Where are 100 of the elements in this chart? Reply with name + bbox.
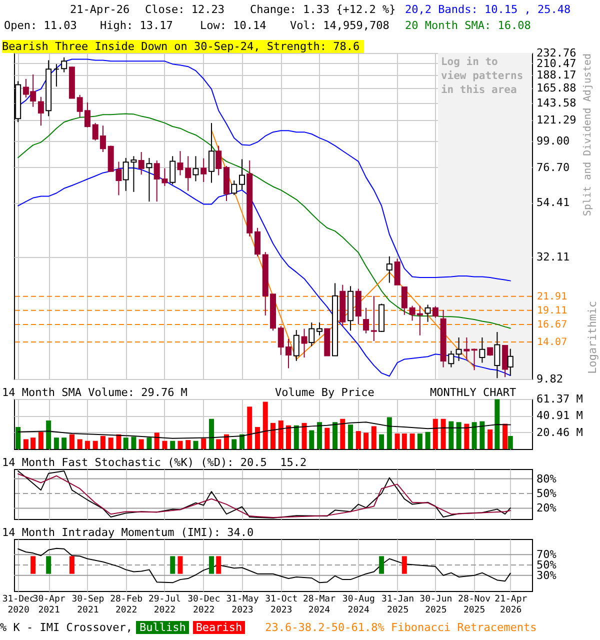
- candlestick: [170, 156, 176, 185]
- y-tick-label: 70%: [536, 548, 557, 562]
- x-tick-label: 30-Apr 2021: [32, 594, 66, 616]
- bar: [294, 425, 299, 449]
- candlestick: [507, 348, 514, 376]
- candlestick: [293, 330, 300, 362]
- text: High: 13.17: [100, 19, 173, 32]
- candlestick: [216, 145, 222, 176]
- y-tick-label: 188.17: [536, 68, 576, 82]
- bar: [30, 438, 36, 449]
- bar: [154, 432, 160, 449]
- text: Open: 11.03: [4, 19, 77, 32]
- candlestick: [456, 336, 462, 362]
- line-series: [18, 422, 511, 439]
- bar: [146, 438, 152, 449]
- bar: [324, 428, 330, 449]
- candlestick: [53, 64, 60, 88]
- x-tick-label: 28-Nov 2025: [458, 594, 491, 616]
- bar: [417, 434, 422, 449]
- bar: [216, 439, 222, 449]
- bar: [278, 420, 284, 449]
- bar: [186, 440, 191, 449]
- bar: [508, 436, 513, 449]
- bar: [46, 420, 52, 449]
- bar: [239, 434, 244, 449]
- bar: [54, 438, 59, 449]
- bar: [38, 432, 44, 449]
- bar: [108, 438, 114, 449]
- bar: [224, 434, 229, 449]
- x-tick-label: 30-Dec 2022: [188, 594, 220, 616]
- candlestick: [363, 307, 370, 334]
- candlestick: [494, 331, 500, 379]
- candlestick: [308, 322, 315, 347]
- y-tick-label: 76.70: [536, 160, 570, 174]
- x-tick-label: 30-Jun 2025: [420, 594, 452, 616]
- x-tick-label: 21-Apr 2026: [494, 594, 528, 616]
- bar: [77, 439, 82, 449]
- y-tick-label: 9.82: [536, 372, 563, 386]
- bar: [456, 422, 462, 449]
- bar: [472, 422, 477, 449]
- chart-title: 14 Month Intraday Momentum (IMI): 34.0: [2, 526, 254, 539]
- bar: [69, 434, 74, 449]
- text: 23.6-38.2-50-61.8% Fibonacci Retracements: [265, 621, 537, 635]
- bar: [201, 438, 206, 449]
- candlestick: [61, 56, 68, 73]
- y-tick-label: 40.91 M: [536, 409, 584, 422]
- candlestick: [502, 344, 508, 378]
- candlestick: [200, 158, 207, 183]
- x-tick-label: 31-Oct 2023: [265, 594, 298, 616]
- bar: [170, 440, 176, 449]
- candlestick: [192, 156, 199, 182]
- ref-line-label: 19.11: [537, 305, 568, 316]
- candlestick: [401, 286, 408, 316]
- chart-title: 14 Month SMA Volume: 29.76 M: [2, 386, 188, 399]
- bar: [208, 418, 214, 449]
- bar: [440, 418, 446, 449]
- x-tick-label: 31-Dec 2020: [2, 594, 35, 616]
- candlestick: [316, 322, 323, 336]
- text: Low: 10.14: [200, 19, 266, 32]
- candlestick: [394, 258, 400, 286]
- bar: [254, 427, 260, 449]
- text: Close: 12.23: [145, 3, 224, 16]
- bar: [394, 434, 400, 449]
- bar: [356, 431, 361, 449]
- bar: [309, 430, 314, 449]
- candlestick: [185, 156, 192, 192]
- bar: [62, 438, 67, 449]
- bar: [232, 439, 237, 449]
- candlestick: [471, 348, 478, 371]
- candlestick: [464, 336, 470, 360]
- y-tick-label: 210.47: [536, 56, 576, 70]
- y-tick-label: 80%: [536, 472, 557, 486]
- x-tick-label: 28-Mar 2024: [302, 594, 336, 616]
- bar: [410, 434, 415, 449]
- y-tick-label: 121.29: [536, 114, 576, 127]
- bar: [178, 440, 183, 449]
- candlestick: [208, 122, 214, 184]
- x-tick-label: 29-Jul 2022: [148, 594, 181, 616]
- bar: [488, 429, 493, 449]
- bar: [193, 440, 198, 449]
- y-tick-label: 165.88: [536, 81, 576, 94]
- bar: [432, 418, 438, 449]
- text: Change: 1.33 {+12.2 %}: [250, 3, 396, 16]
- bar: [302, 422, 307, 449]
- text: Bearish: [192, 621, 246, 634]
- text: 21-Apr-26: [70, 3, 130, 16]
- candlestick: [386, 256, 392, 284]
- candlestick: [146, 157, 152, 202]
- bar: [364, 432, 369, 449]
- bar: [100, 436, 106, 449]
- candlestick: [448, 350, 454, 368]
- text: Volume By Price: [275, 386, 374, 399]
- bar: [286, 425, 292, 449]
- x-tick-label: 31-Jan 2025: [382, 594, 414, 616]
- candlestick: [301, 328, 308, 358]
- y-tick-label: 20%: [536, 502, 557, 515]
- text: Bullish: [136, 621, 189, 634]
- bar: [84, 440, 90, 449]
- bar: [379, 434, 384, 449]
- band-label: Log in to view patterns in this area: [440, 56, 524, 96]
